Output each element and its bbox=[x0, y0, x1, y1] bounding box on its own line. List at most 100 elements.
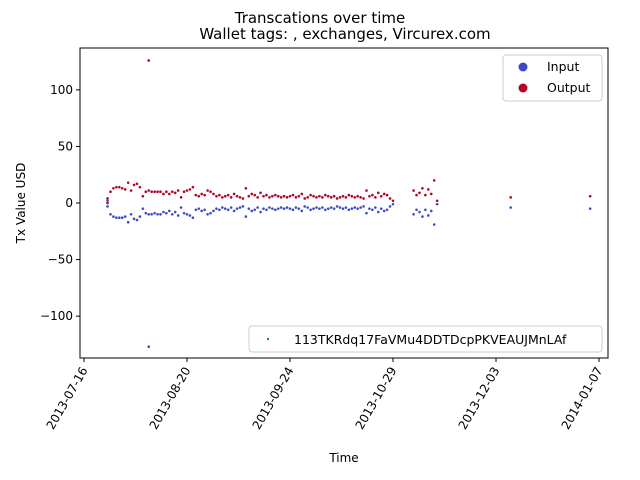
input-point bbox=[359, 206, 362, 209]
input-point bbox=[365, 211, 368, 215]
output-point bbox=[250, 192, 254, 196]
output-point bbox=[147, 189, 151, 192]
output-point bbox=[253, 193, 256, 197]
input-point bbox=[262, 207, 265, 210]
input-point bbox=[215, 207, 218, 210]
input-point bbox=[203, 208, 206, 212]
input-point bbox=[418, 210, 421, 214]
output-point bbox=[162, 192, 165, 196]
input-point bbox=[256, 206, 259, 209]
input-point bbox=[312, 207, 315, 210]
output-point bbox=[106, 197, 109, 200]
output-point bbox=[303, 197, 307, 200]
output-point bbox=[435, 199, 439, 203]
input-point bbox=[588, 207, 592, 210]
output-point bbox=[424, 193, 427, 197]
input-point bbox=[173, 210, 177, 214]
output-point bbox=[385, 193, 389, 197]
legend-output-label: Output bbox=[547, 80, 591, 95]
output-point bbox=[265, 193, 268, 197]
output-point bbox=[371, 193, 374, 197]
input-point bbox=[118, 216, 121, 220]
output-point bbox=[318, 194, 321, 198]
input-point bbox=[332, 207, 336, 210]
output-point bbox=[588, 194, 592, 198]
output-point bbox=[185, 189, 189, 192]
output-point bbox=[341, 194, 345, 198]
output-point bbox=[206, 189, 209, 192]
output-point bbox=[118, 185, 121, 189]
output-point bbox=[179, 196, 183, 199]
input-point bbox=[182, 211, 186, 215]
x-tick-label: 2014-01-07 bbox=[559, 365, 606, 432]
x-tick-label: 2013-12-03 bbox=[456, 365, 503, 432]
input-point bbox=[344, 206, 348, 209]
output-point bbox=[332, 194, 336, 198]
input-point bbox=[147, 213, 151, 216]
input-point bbox=[341, 207, 345, 210]
output-point bbox=[247, 194, 251, 198]
input-point bbox=[353, 206, 357, 209]
input-point bbox=[282, 207, 286, 210]
input-point bbox=[391, 202, 395, 206]
output-point bbox=[282, 194, 286, 198]
input-point bbox=[335, 205, 339, 208]
input-point bbox=[347, 208, 351, 212]
output-point bbox=[176, 189, 180, 192]
input-point bbox=[356, 207, 359, 210]
output-point bbox=[229, 196, 233, 199]
input-point bbox=[273, 208, 277, 212]
input-point bbox=[285, 206, 289, 209]
x-tick-label: 2013-10-29 bbox=[353, 365, 400, 432]
chart-title: Transcations over time bbox=[234, 9, 406, 27]
input-point bbox=[150, 213, 153, 216]
input-point bbox=[306, 206, 309, 209]
input-point bbox=[382, 209, 386, 213]
input-point bbox=[112, 215, 115, 218]
output-point bbox=[368, 194, 371, 198]
input-point bbox=[244, 215, 248, 218]
y-tick-label: −100 bbox=[40, 309, 73, 323]
input-point bbox=[226, 208, 230, 212]
input-point bbox=[123, 215, 127, 218]
input-point bbox=[232, 209, 236, 213]
input-point bbox=[429, 209, 433, 213]
output-point bbox=[129, 189, 133, 192]
output-point bbox=[382, 192, 386, 196]
input-point bbox=[235, 207, 239, 210]
input-point bbox=[412, 213, 415, 216]
input-point bbox=[329, 206, 333, 209]
input-point bbox=[338, 206, 342, 209]
output-point bbox=[212, 192, 215, 196]
output-point bbox=[238, 196, 242, 199]
output-point bbox=[415, 193, 418, 197]
output-point bbox=[241, 197, 245, 200]
input-point bbox=[200, 209, 204, 213]
output-point bbox=[379, 194, 383, 198]
output-point bbox=[356, 194, 359, 198]
input-point bbox=[415, 208, 418, 212]
output-point bbox=[262, 194, 265, 198]
output-point bbox=[138, 185, 142, 189]
input-point bbox=[221, 206, 224, 209]
output-point bbox=[123, 188, 127, 191]
input-point bbox=[427, 214, 430, 217]
input-point bbox=[170, 213, 174, 216]
output-point bbox=[144, 190, 148, 193]
output-point bbox=[374, 196, 377, 199]
output-point bbox=[221, 196, 224, 199]
input-point bbox=[223, 207, 227, 210]
output-point bbox=[232, 192, 236, 196]
output-point bbox=[135, 182, 139, 186]
input-point bbox=[288, 207, 292, 210]
input-point bbox=[141, 207, 145, 210]
output-point bbox=[132, 183, 136, 187]
output-point bbox=[421, 186, 424, 190]
y-tick-label: 0 bbox=[65, 196, 73, 210]
legend-input-marker bbox=[518, 62, 528, 72]
output-point bbox=[362, 197, 365, 200]
input-point bbox=[135, 218, 139, 222]
input-point bbox=[159, 213, 162, 216]
input-point bbox=[276, 207, 280, 210]
input-point bbox=[162, 210, 165, 214]
